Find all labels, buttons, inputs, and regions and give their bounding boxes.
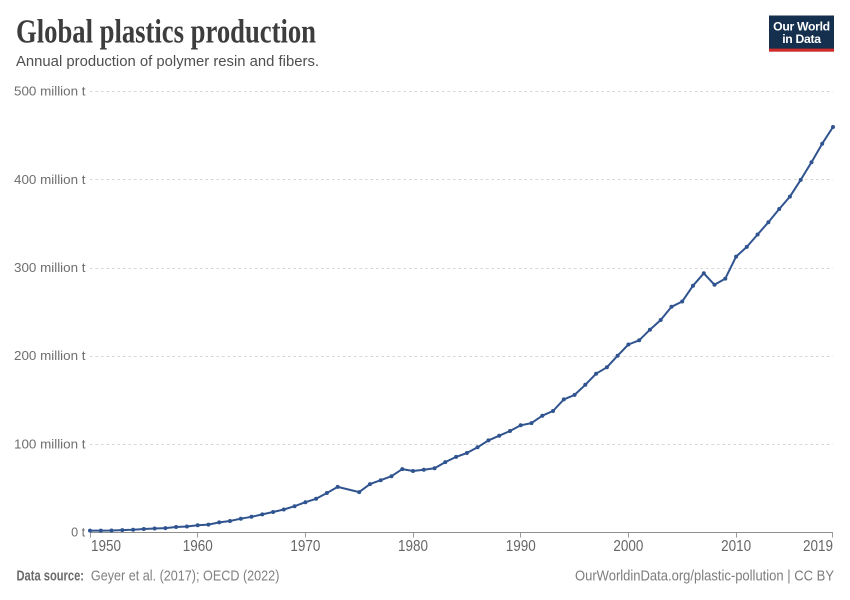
svg-text:300 million t: 300 million t (14, 261, 86, 275)
svg-text:2010: 2010 (721, 538, 751, 555)
svg-text:OurWorldinData.org/plastic-pol: OurWorldinData.org/plastic-pollution | C… (575, 568, 834, 584)
svg-text:Our World: Our World (773, 19, 830, 33)
svg-text:400 million t: 400 million t (14, 173, 86, 187)
svg-text:100 million t: 100 million t (14, 437, 86, 451)
svg-text:200 million t: 200 million t (14, 349, 86, 363)
svg-text:0 t: 0 t (71, 526, 86, 540)
svg-text:1990: 1990 (506, 538, 536, 555)
svg-text:1950: 1950 (91, 538, 121, 555)
svg-text:in Data: in Data (782, 32, 821, 46)
svg-text:Geyer et al. (2017); OECD (202: Geyer et al. (2017); OECD (2022) (91, 568, 280, 584)
svg-text:Annual production of polymer r: Annual production of polymer resin and f… (16, 53, 319, 70)
svg-text:2019: 2019 (803, 538, 833, 555)
svg-text:500 million t: 500 million t (14, 85, 86, 99)
svg-text:2000: 2000 (613, 538, 643, 555)
svg-text:Global plastics production: Global plastics production (16, 14, 316, 51)
svg-text:1960: 1960 (183, 538, 213, 555)
svg-text:Data source:: Data source: (17, 568, 85, 584)
svg-text:1970: 1970 (290, 538, 320, 555)
svg-text:1980: 1980 (398, 538, 428, 555)
